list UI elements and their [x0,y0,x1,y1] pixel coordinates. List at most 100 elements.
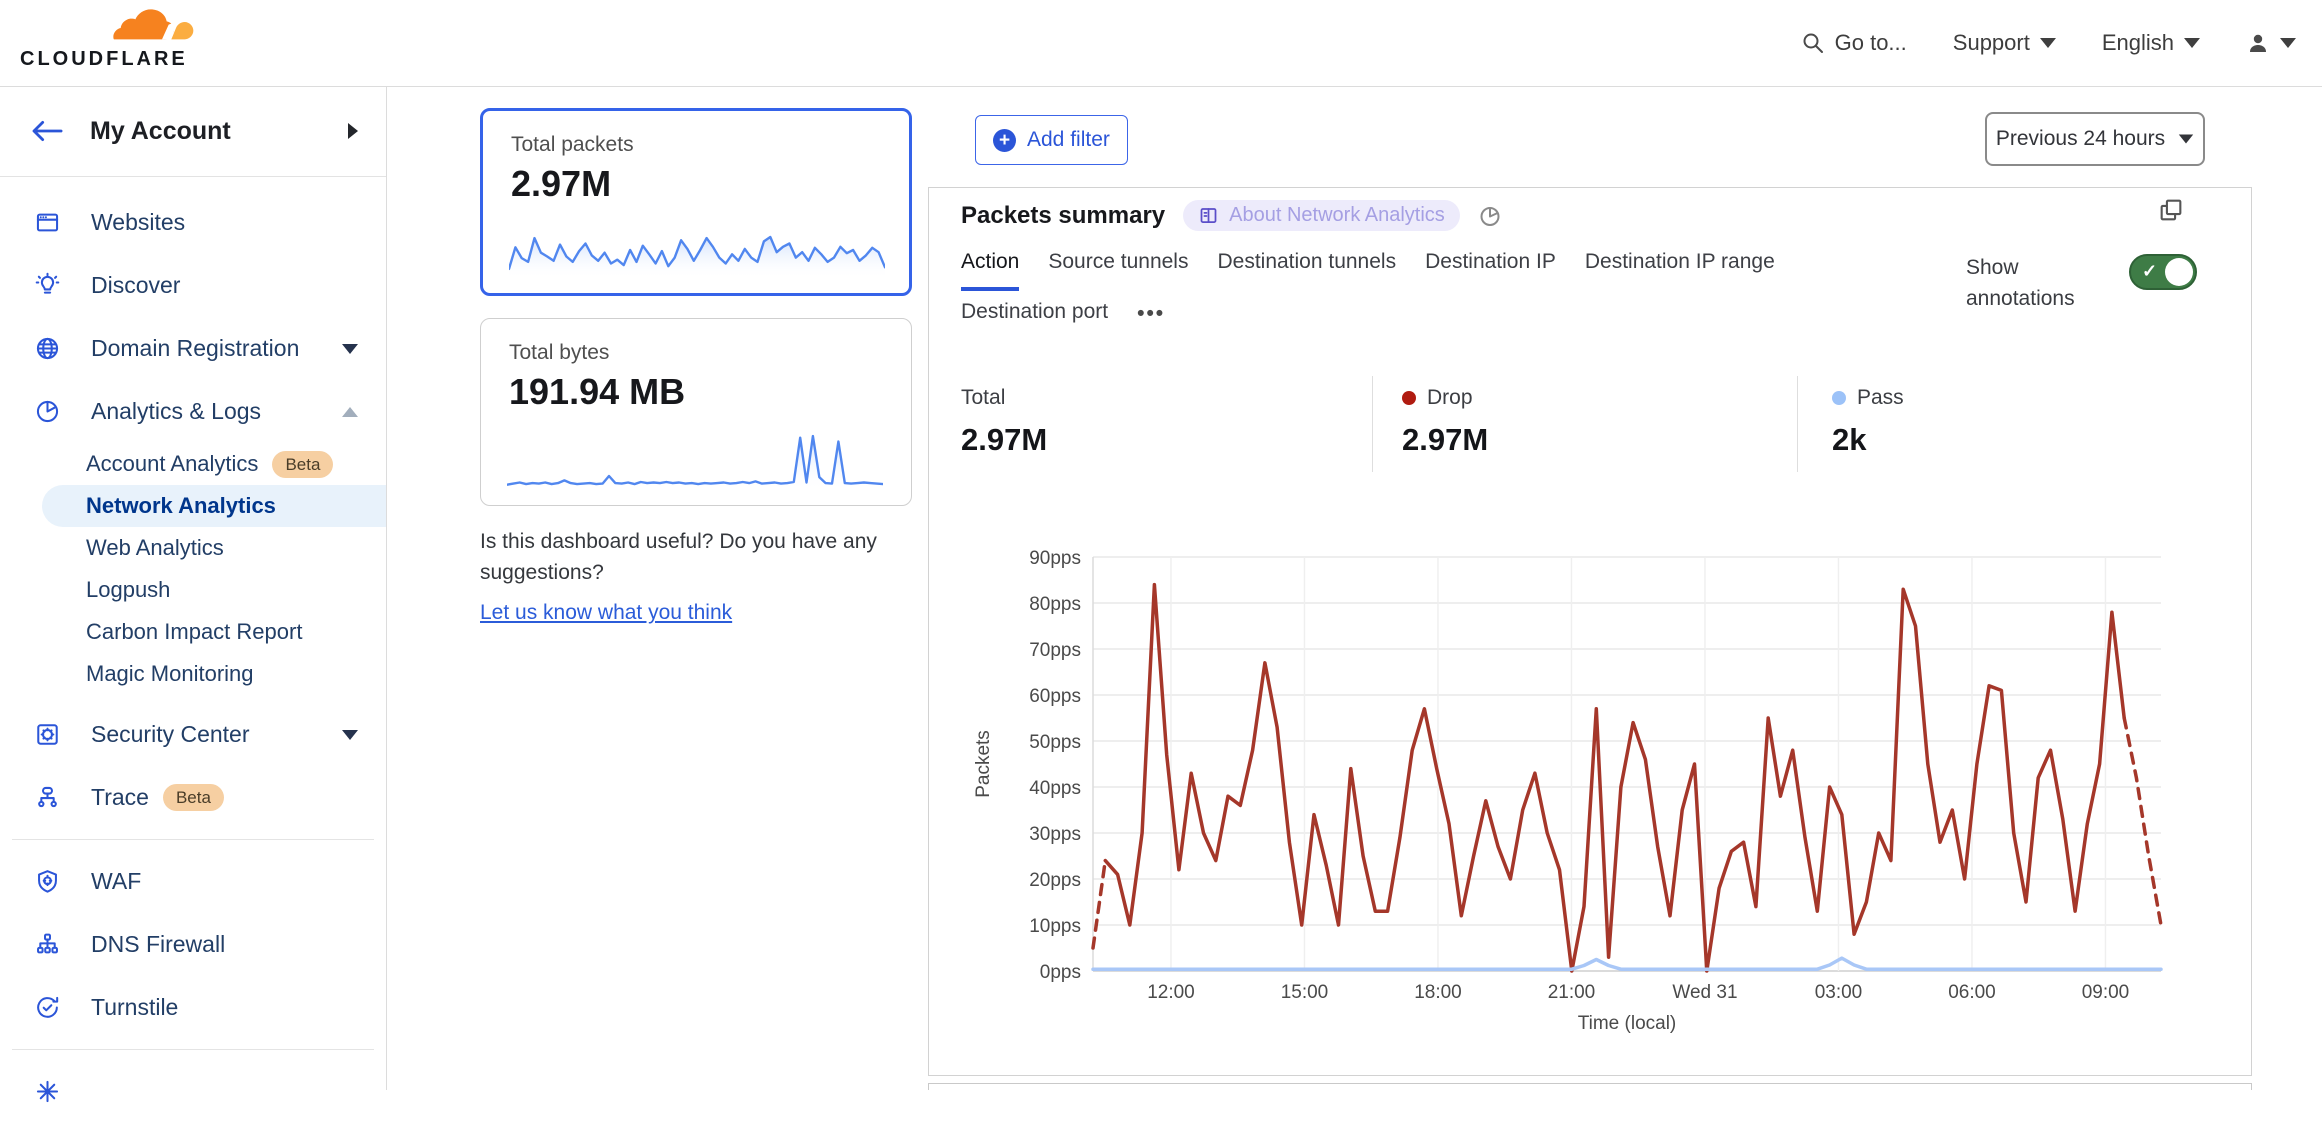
x-tick-label: 21:00 [1548,982,1596,1003]
sidebar-item-discover[interactable]: Discover [0,254,386,317]
sparkline-area [509,237,885,279]
total-drop: Drop 2.97M [1402,374,1488,458]
total-bytes-label: Total bytes [509,341,610,364]
sidebar-item-trace[interactable]: Trace Beta [0,766,386,829]
sidebar-item-label: Magic Monitoring [86,661,254,686]
pass-series-line [1091,956,2163,971]
y-tick-label: 50pps [1029,732,1081,753]
x-tick-label: 09:00 [2082,982,2130,1003]
x-axis-title: Time (local) [1578,1013,1677,1034]
add-filter-label: Add filter [1027,128,1110,151]
sidebar-item-analytics-logs[interactable]: Analytics & Logs [0,380,386,443]
show-annotations-toggle[interactable]: ✓ [2129,254,2197,290]
sidebar-item-websites[interactable]: Websites [0,191,386,254]
sidebar-item-label: Logpush [86,577,171,602]
account-menu[interactable] [2246,31,2296,55]
chevron-right-icon[interactable] [348,123,358,139]
sidebar-item-waf[interactable]: WAF [0,850,386,913]
y-tick-label: 0pps [1040,962,1081,983]
sidebar-item-account-analytics[interactable]: Account Analytics Beta [0,443,386,485]
drop-series-dashed-tail [2122,716,2163,927]
sidebar-item-turnstile[interactable]: Turnstile [0,976,386,1039]
sparkline-line [509,235,885,271]
sidebar-item-domain-registration[interactable]: Domain Registration [0,317,386,380]
about-network-analytics-pill[interactable]: About Network Analytics [1183,200,1460,231]
sidebar-item-label: Trace [91,784,149,810]
y-tick-label: 20pps [1029,870,1081,891]
account-title: My Account [90,116,231,145]
totals-divider [1797,376,1798,472]
tab-action[interactable]: Action [961,250,1020,291]
totals-row: Total 2.97M Drop 2.97M Pass 2k [929,374,2251,474]
pie-chart-icon [36,400,59,423]
tab-destination-ip[interactable]: Destination IP [1425,250,1556,273]
chevron-down-icon [2184,38,2200,48]
user-icon [2250,34,2266,52]
go-to-search[interactable]: Go to... [1801,30,1907,56]
sidebar-item-label: WAF [91,868,142,894]
sidebar-item-label: Analytics & Logs [91,398,262,424]
lightbulb-icon [35,272,60,294]
tab-destination-ip-range[interactable]: Destination IP range [1584,250,1775,273]
cloudflare-logo[interactable]: CLOUDFLARE [20,2,194,84]
pie-chart-icon[interactable] [1478,204,1502,228]
brand-wordmark: CLOUDFLARE [20,48,188,70]
x-tick-label: 03:00 [1815,982,1863,1003]
sidebar-item-blank[interactable] [0,1060,386,1123]
y-axis-title: Packets [973,730,994,798]
total-value: 2k [1832,422,1867,457]
legend-dot-drop [1402,391,1416,405]
total-value: 2.97M [1402,422,1489,457]
more-tabs-button[interactable]: ••• [1137,302,1166,325]
top-bar: CLOUDFLARE Go to... Support English [0,0,2322,87]
sparkline-area [507,436,883,491]
language-menu[interactable]: English [2102,30,2200,56]
plus-circle-icon: + [993,128,1016,152]
total-bytes-card[interactable]: Total bytes 191.94 MB [480,318,912,506]
panel-title: Packets summary [961,201,1166,229]
tab-destination-port[interactable]: Destination port [961,300,1109,323]
add-filter-button[interactable]: + Add filter [975,115,1128,165]
drop-series-dashed-head [1091,858,1108,950]
panel-header: Packets summary About Network Analytics [961,200,1502,231]
sidebar-nav: Websites Discover Domain Registration Analy… [0,177,386,1123]
feedback-link[interactable]: Let us know what you think [480,601,733,624]
sidebar-item-label: Account Analytics [86,451,259,476]
sidebar-divider [12,839,374,840]
back-arrow-icon[interactable] [30,118,64,144]
sidebar-item-dns-firewall[interactable]: DNS Firewall [0,913,386,976]
sidebar-item-logpush[interactable]: Logpush [0,569,386,611]
total-packets-value: 2.97M [511,163,612,204]
total-packets-sparkline [509,235,885,279]
starburst-icon [36,1080,59,1103]
toggle-knob [2165,258,2193,286]
total-label-row: Pass [1832,386,1904,410]
check-icon: ✓ [2142,261,2158,281]
account-header: My Account [0,86,386,177]
turnstile-icon [37,996,59,1018]
total-bytes-sparkline [507,434,883,491]
total-packets-card[interactable]: Total packets 2.97M [480,108,912,296]
tab-source-tunnels[interactable]: Source tunnels [1048,250,1189,273]
x-tick-label: 15:00 [1281,982,1329,1003]
breakdown-tabs: Action Source tunnels Destination tunnels D… [961,250,1775,337]
top-navigation: Go to... Support English [1801,0,2296,86]
tab-destination-tunnels[interactable]: Destination tunnels [1217,250,1397,273]
security-center-icon [37,724,58,745]
browser-window-icon [36,213,59,232]
cloudflare-cloud-icon [113,9,194,40]
feedback-block: Is this dashboard useful? Do you have an… [480,526,950,628]
time-range-dropdown[interactable]: Previous 24 hours [1985,112,2205,166]
time-range-label: Previous 24 hours [1995,127,2166,150]
sidebar-item-magic-monitoring[interactable]: Magic Monitoring [0,653,386,695]
sidebar-item-carbon-impact-report[interactable]: Carbon Impact Report [0,611,386,653]
book-icon [1200,208,1217,223]
sidebar-item-web-analytics[interactable]: Web Analytics [0,527,386,569]
sidebar-item-network-analytics[interactable]: Network Analytics [42,485,386,527]
sidebar-item-security-center[interactable]: Security Center [0,703,386,766]
sidebar-divider [12,1049,374,1050]
search-icon [1803,33,1823,53]
duplicate-panel-icon[interactable] [2157,196,2185,224]
y-tick-label: 60pps [1029,686,1081,707]
support-menu[interactable]: Support [1953,30,2056,56]
